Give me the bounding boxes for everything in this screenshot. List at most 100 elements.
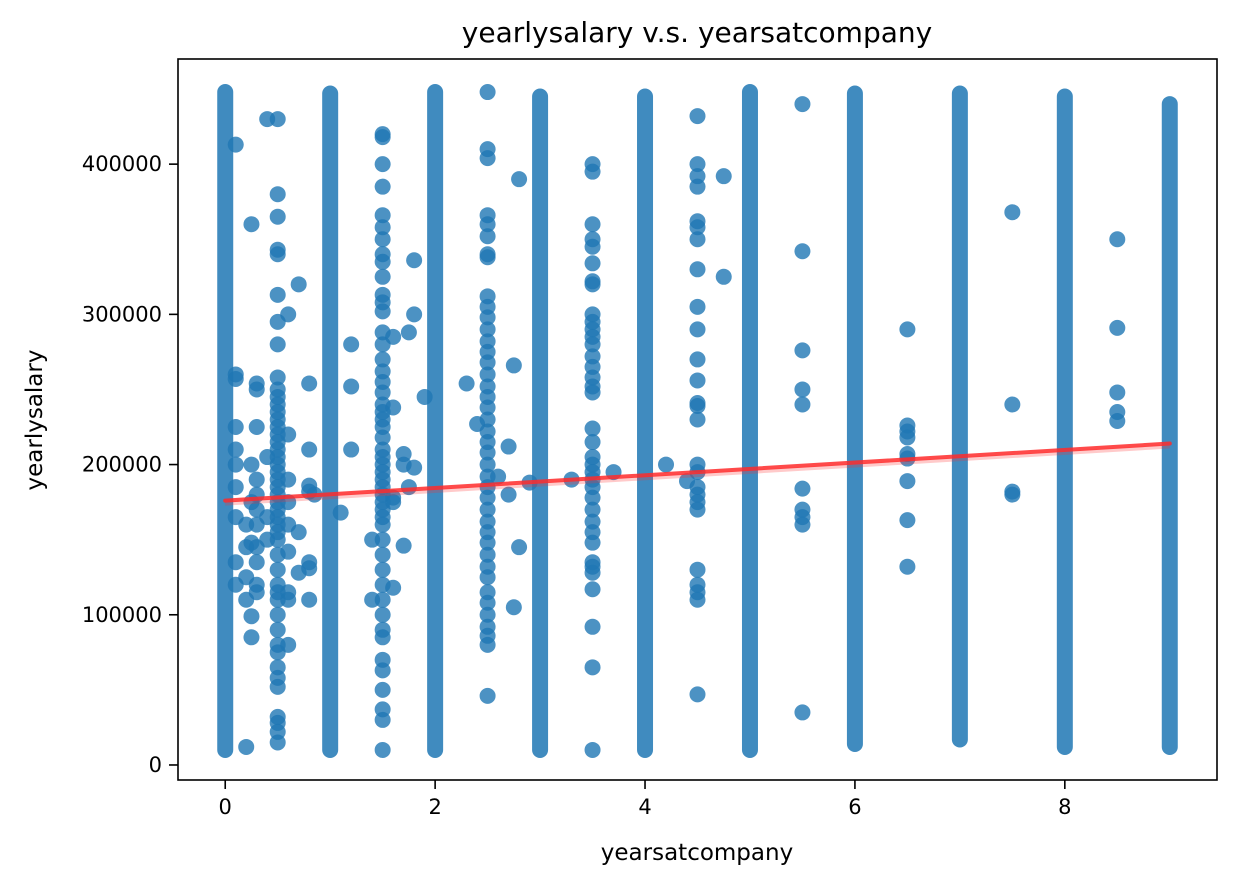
scatter-point [385, 579, 402, 596]
point-column-8 [1056, 88, 1073, 755]
scatter-point [689, 321, 706, 338]
scatter-point [689, 108, 706, 125]
x-axis-label: yearsatcompany [601, 840, 793, 866]
scatter-point [584, 336, 601, 353]
point-column-0 [217, 84, 234, 758]
scatter-point [689, 351, 706, 368]
point-column-6 [846, 85, 863, 752]
scatter-point [479, 594, 496, 611]
scatter-point [248, 584, 265, 601]
scatter-point [374, 231, 391, 248]
scatter-point [374, 384, 391, 401]
scatter-point [269, 621, 286, 638]
scatter-point [479, 687, 496, 704]
scatter-point [689, 261, 706, 278]
scatter-point [332, 504, 349, 521]
scatter-point [301, 591, 318, 608]
scatter-point [269, 336, 286, 353]
scatter-point [479, 249, 496, 266]
scatter-point [479, 150, 496, 167]
scatter-point [584, 255, 601, 272]
scatter-point [243, 608, 260, 625]
scatter-point [269, 208, 286, 225]
scatter-point [343, 336, 360, 353]
scatter-point [374, 662, 391, 679]
scatter-point [269, 561, 286, 578]
scatter-point [269, 606, 286, 623]
scatter-point [794, 396, 811, 413]
scatter-point [374, 741, 391, 758]
scatter-point [584, 489, 601, 506]
scatter-point [227, 370, 244, 387]
scatter-point [794, 704, 811, 721]
scatter-point [374, 303, 391, 320]
scatter-point [406, 252, 423, 269]
scatter-point [243, 456, 260, 473]
scatter-point [374, 156, 391, 173]
x-tick-label: 4 [638, 795, 651, 819]
scatter-point [500, 486, 517, 503]
x-tick-label: 0 [219, 795, 232, 819]
scatter-point [301, 560, 318, 577]
scatter-point [227, 419, 244, 436]
scatter-point [374, 429, 391, 446]
scatter-point [500, 438, 517, 455]
y-tick-label: 300000 [82, 302, 162, 326]
y-tick-label: 100000 [82, 603, 162, 627]
scatter-point [374, 606, 391, 623]
scatter-point [227, 554, 244, 571]
scatter-point [227, 479, 244, 496]
scatter-point [479, 534, 496, 551]
scatter-point [715, 168, 732, 185]
scatter-point [301, 441, 318, 458]
scatter-point [406, 459, 423, 476]
scatter-point [248, 419, 265, 436]
point-column-5 [741, 84, 758, 758]
scatter-point [689, 411, 706, 428]
scatter-point [374, 681, 391, 698]
scatter-point [689, 501, 706, 518]
scatter-point [479, 399, 496, 416]
scatter-point [899, 473, 916, 490]
scatter-points [227, 84, 1126, 758]
scatter-point [505, 599, 522, 616]
scatter-point [374, 546, 391, 563]
point-column-7 [951, 85, 968, 748]
scatter-point [584, 384, 601, 401]
scatter-point [479, 444, 496, 461]
scatter-point [1109, 413, 1126, 430]
y-tick-label: 0 [149, 753, 162, 777]
trend-layer [223, 441, 1172, 506]
point-columns [217, 84, 1178, 758]
scatter-point [385, 494, 402, 511]
scatter-point [280, 636, 297, 653]
scatter-point [658, 456, 675, 473]
scatter-point [584, 216, 601, 233]
point-column-1 [322, 85, 339, 758]
scatter-point [301, 375, 318, 392]
scatter-point [406, 306, 423, 323]
y-axis-label: yearlysalary [22, 350, 48, 491]
scatter-point [385, 399, 402, 416]
y-tick-label: 200000 [82, 453, 162, 477]
scatter-point [400, 324, 417, 341]
scatter-point [715, 268, 732, 285]
scatter-point [479, 489, 496, 506]
scatter-point [269, 531, 286, 548]
scatter-point [479, 411, 496, 428]
scatter-point [511, 171, 528, 188]
scatter-point [374, 253, 391, 270]
point-column-9 [1161, 96, 1178, 755]
scatter-point [479, 216, 496, 233]
scatter-point [794, 516, 811, 533]
scatter-point [227, 441, 244, 458]
scatter-point [794, 342, 811, 359]
scatter-point [374, 129, 391, 146]
scatter-point [1109, 384, 1126, 401]
scatter-point [374, 351, 391, 368]
scatter-point [479, 546, 496, 563]
scatter-point [511, 539, 528, 556]
